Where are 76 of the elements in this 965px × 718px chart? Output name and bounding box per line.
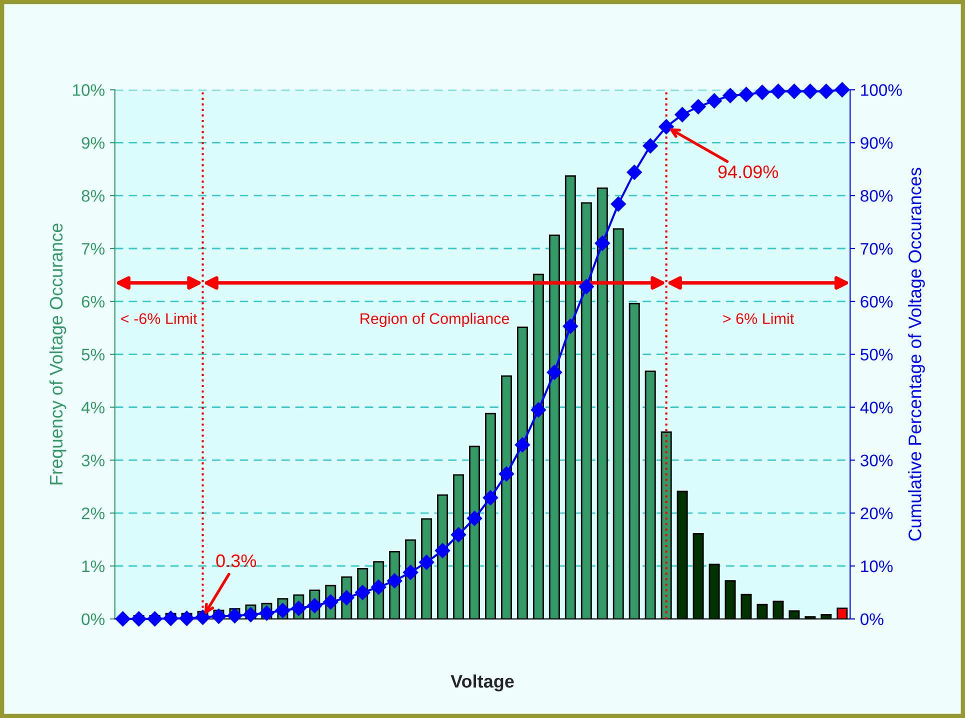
point xyxy=(530,402,546,418)
point xyxy=(339,590,354,606)
point xyxy=(626,164,642,180)
point xyxy=(243,607,258,622)
point xyxy=(323,594,338,610)
point xyxy=(211,608,226,624)
annotation: Region of Compliance xyxy=(360,312,510,328)
point xyxy=(738,86,754,102)
point xyxy=(722,88,738,104)
point xyxy=(275,602,290,618)
point xyxy=(434,543,450,558)
y2-tick-label: 100% xyxy=(861,84,902,96)
y-tick-label: 8% xyxy=(82,190,105,202)
point xyxy=(658,119,674,134)
y-tick-label: 5% xyxy=(82,348,105,361)
point xyxy=(642,138,658,154)
point xyxy=(578,279,594,294)
point xyxy=(562,318,578,334)
point xyxy=(115,611,130,626)
point xyxy=(834,82,850,98)
point xyxy=(402,564,418,580)
point xyxy=(131,611,146,626)
y-tick-label: 10% xyxy=(73,84,105,96)
y2-tick-label: 90% xyxy=(860,137,893,149)
y-tick-label: 6% xyxy=(82,296,105,308)
x-axis-title: Voltage xyxy=(450,674,514,692)
point xyxy=(482,490,498,506)
point xyxy=(754,84,770,100)
y-tick-label: 4% xyxy=(81,402,105,414)
point xyxy=(195,610,210,625)
point xyxy=(179,610,194,626)
point xyxy=(610,196,626,212)
point xyxy=(770,84,786,99)
point xyxy=(498,466,514,482)
point xyxy=(291,600,306,616)
point xyxy=(546,364,562,380)
y2-tick-label: 70% xyxy=(860,242,893,255)
point xyxy=(307,598,322,614)
point xyxy=(163,610,178,626)
y2-tick-label: 20% xyxy=(860,507,893,520)
y-tick-label: 0% xyxy=(82,613,105,626)
y2-tick-label: 10% xyxy=(861,560,893,572)
point xyxy=(690,99,706,114)
y2-axis-title: Cumulative Percentage of Voltage Occurances xyxy=(908,168,925,541)
point xyxy=(371,580,386,595)
point xyxy=(418,554,434,570)
point xyxy=(786,84,802,99)
point xyxy=(355,584,370,600)
point xyxy=(594,236,610,251)
y2-tick-label: 60% xyxy=(860,296,893,308)
point xyxy=(450,527,466,542)
y2-tick-label: 40% xyxy=(860,402,893,414)
annotation: 94.09% xyxy=(718,165,778,178)
y2-tick-label: 80% xyxy=(860,190,893,202)
y-tick-label: 7% xyxy=(82,242,105,255)
point xyxy=(802,84,818,99)
y2-tick-label: 50% xyxy=(860,348,893,361)
point xyxy=(818,84,834,99)
y-axis-title: Frequency of Voltage Occurance xyxy=(49,224,66,484)
point xyxy=(466,510,482,526)
point xyxy=(674,107,690,122)
point xyxy=(147,611,162,626)
y2-tick-label: 30% xyxy=(860,454,893,466)
y-tick-label: 2% xyxy=(82,507,105,520)
y-tick-label: 9% xyxy=(82,137,105,149)
annotation: 0.3% xyxy=(216,554,256,568)
point xyxy=(387,573,402,588)
y2-tick-label: 0% xyxy=(860,613,884,626)
point xyxy=(227,608,242,624)
annotation: > 6% Limit xyxy=(723,312,794,324)
point xyxy=(259,606,274,621)
annotation: < -6% Limit xyxy=(121,312,198,324)
point xyxy=(514,437,530,452)
point xyxy=(706,93,722,108)
y-tick-label: 1% xyxy=(82,560,105,572)
y-tick-label: 3% xyxy=(82,454,105,466)
